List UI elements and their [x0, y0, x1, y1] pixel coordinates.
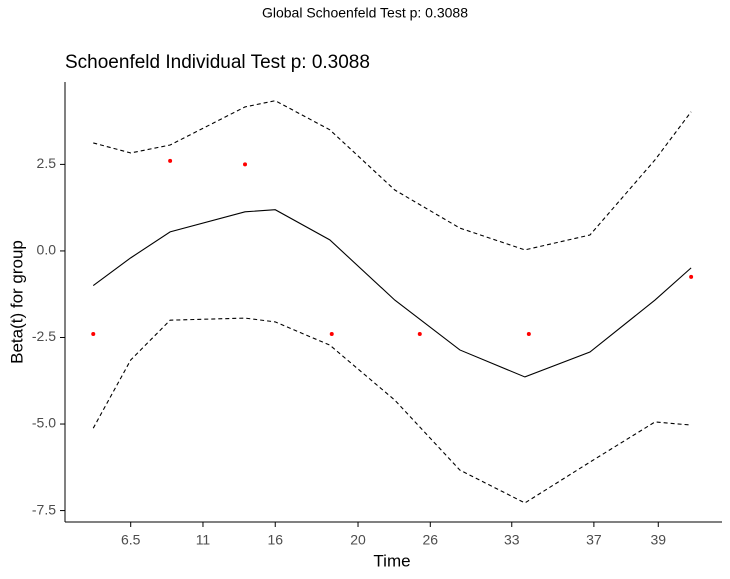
x-tick-label: 20 [350, 532, 366, 548]
residual-point [689, 274, 694, 279]
y-tick-label: 0.0 [37, 242, 57, 258]
residual-point [526, 332, 531, 337]
chart-title: Schoenfeld Individual Test p: 0.3088 [65, 52, 370, 73]
residual-point [417, 332, 422, 337]
x-tick-label: 11 [196, 532, 211, 548]
x-tick-label: 37 [586, 532, 602, 548]
y-tick-label: -2.5 [32, 328, 56, 344]
y-tick-label: -7.5 [32, 501, 56, 517]
x-tick-label: 26 [423, 532, 439, 548]
y-tick-label: -5.0 [32, 415, 56, 431]
x-tick-label: 6.5 [121, 532, 141, 548]
residual-point [168, 158, 173, 163]
y-axis-label: Beta(t) for group [7, 240, 26, 364]
confidence-band [92, 317, 692, 504]
suptitle: Global Schoenfeld Test p: 0.3088 [262, 5, 468, 21]
x-tick-label: 33 [504, 532, 520, 548]
y-tick-label: 2.5 [37, 155, 57, 171]
residual-point [329, 332, 334, 337]
residual-point [243, 162, 248, 167]
fit-line [92, 209, 692, 378]
x-axis-label: Time [373, 551, 410, 570]
confidence-band [93, 100, 692, 251]
residual-point [91, 332, 96, 337]
x-tick-label: 39 [650, 532, 666, 548]
x-tick-label: 16 [267, 532, 283, 548]
